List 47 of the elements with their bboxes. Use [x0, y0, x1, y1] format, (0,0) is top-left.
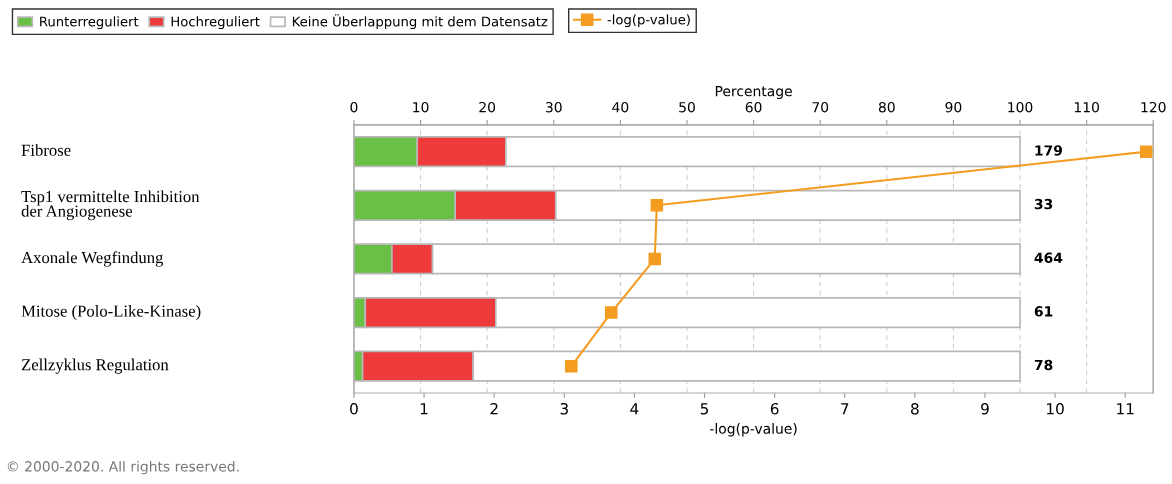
y-tick-label: Axonale Wegfindung: [21, 251, 164, 267]
text: © 2000-2020. All rights reserved.: [7, 460, 239, 475]
x-tick-label: 100: [1008, 101, 1033, 113]
x2-axis-title: -log(p-value): [710, 423, 797, 437]
point: [650, 199, 664, 212]
x-tick-label: 10: [413, 101, 429, 113]
x-tick-label: 110: [1074, 101, 1099, 113]
x2-tick-label: 5: [700, 403, 709, 415]
annotation: 33: [1034, 198, 1053, 210]
x-tick-label: 0: [350, 101, 358, 113]
x-tick-label: 30: [545, 101, 562, 113]
annotation: 78: [1034, 359, 1053, 371]
legend-label: Runterreguliert: [40, 16, 139, 30]
x2-tick-label: 0: [350, 403, 358, 415]
x2-tick-label: 8: [911, 403, 919, 415]
annotation: 61: [1034, 306, 1053, 317]
legend-label: Hochreguliert: [171, 16, 260, 30]
x-axis-title: Percentage: [715, 86, 792, 100]
x2-tick-label: 9: [981, 403, 989, 415]
x-tick-label: 70: [812, 101, 829, 113]
annotation: 464: [1034, 252, 1063, 263]
x2-tick-label: 10: [1047, 403, 1064, 415]
point: [605, 306, 618, 319]
x2-tick-label: 11: [1117, 403, 1134, 415]
x2-tick-label: 4: [630, 403, 639, 415]
x2-tick-label: 3: [560, 403, 568, 415]
x-tick-label: 40: [612, 101, 629, 113]
x-tick-label: 80: [878, 101, 895, 113]
x2-tick-label: 7: [841, 403, 849, 415]
x2-tick-label: 6: [770, 403, 779, 415]
legend-label: Keine Überlappung mit dem Datensatz: [292, 14, 548, 30]
y-tick-label: Mitose (Polo-Like-Kinase): [21, 305, 201, 321]
point: [565, 359, 578, 373]
legend-label: -log(p-value): [607, 14, 690, 28]
x-tick-label: 120: [1141, 101, 1166, 113]
point: [1139, 145, 1153, 158]
y-tick-label: Zellzyklus Regulation: [21, 358, 169, 374]
x2-tick-label: 2: [490, 403, 498, 415]
x2-tick-label: 1: [420, 403, 428, 415]
y-tick-label: Tsp1 vermittelte Inhibition der Angiogenese: [21, 190, 200, 221]
x-tick-label: 60: [745, 101, 762, 113]
x-tick-label: 90: [945, 101, 962, 113]
y-tick-label: Fibrose: [21, 144, 71, 156]
x-tick-label: 20: [479, 101, 496, 113]
point: [648, 252, 661, 266]
x-tick-label: 50: [679, 101, 695, 113]
annotation: 179: [1035, 145, 1063, 156]
